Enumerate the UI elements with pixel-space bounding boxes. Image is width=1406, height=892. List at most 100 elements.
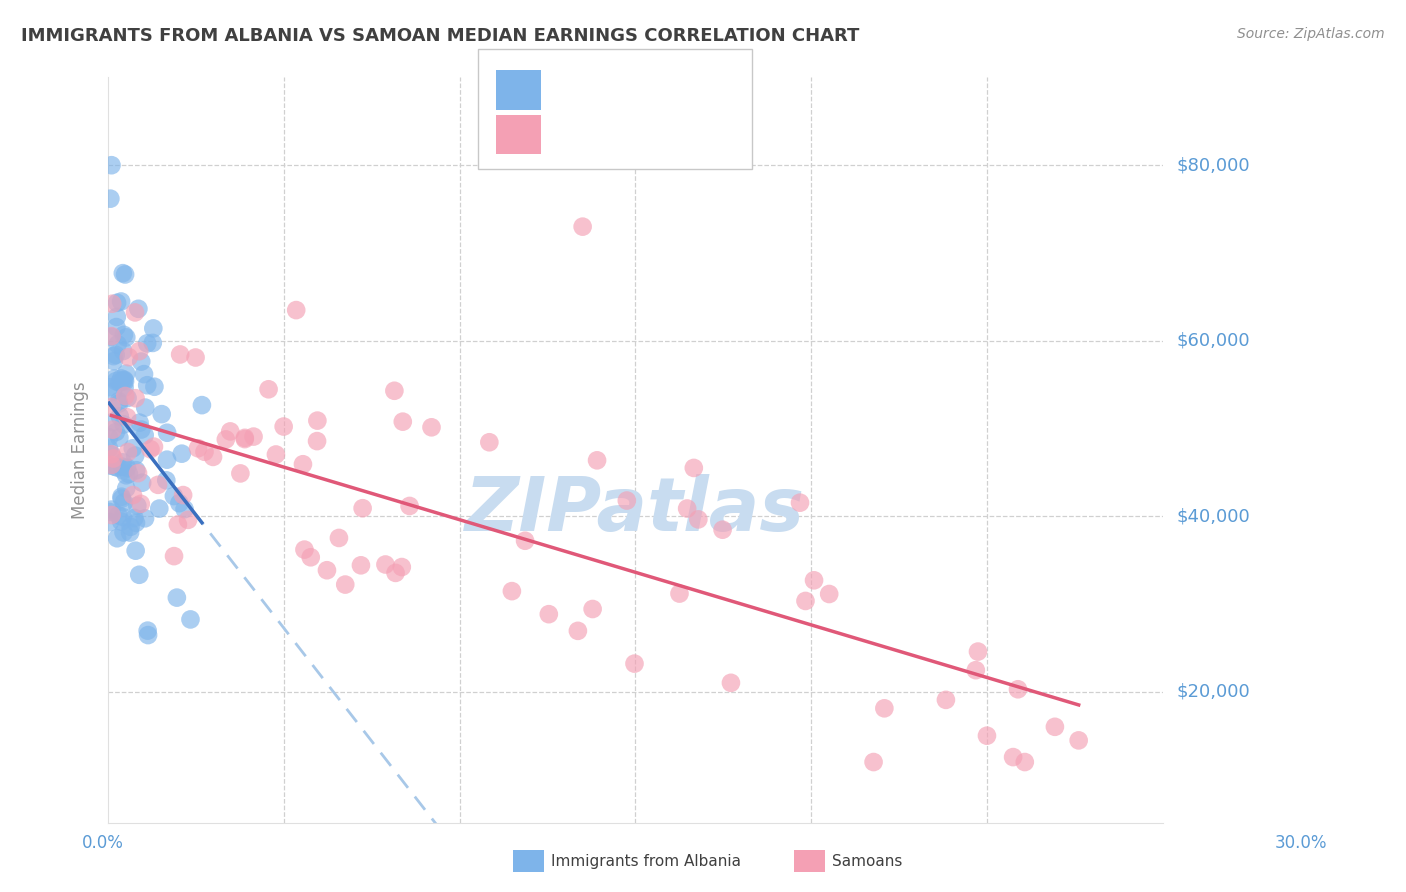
Text: N =: N = (644, 127, 692, 145)
Point (1007, 682, 1029, 697)
Point (676, 501, 699, 516)
Point (111, 459, 134, 474)
Point (166, 591, 188, 605)
Point (124, 511, 146, 525)
Point (112, 344, 135, 359)
Point (398, 499, 420, 513)
Point (179, 612, 201, 626)
Point (121, 442, 143, 456)
Text: Immigrants from Albania: Immigrants from Albania (551, 855, 741, 869)
Point (131, 475, 153, 490)
Point (103, 451, 125, 466)
Point (1014, 755, 1036, 769)
Point (117, 391, 139, 405)
Point (112, 373, 135, 387)
Point (115, 481, 138, 495)
Point (112, 327, 135, 342)
Point (143, 440, 166, 454)
Text: $40,000: $40,000 (1177, 508, 1250, 525)
Point (862, 755, 884, 769)
Point (215, 433, 238, 447)
Point (616, 493, 638, 508)
Point (803, 574, 825, 588)
Point (233, 432, 256, 446)
Text: $80,000: $80,000 (1177, 156, 1250, 174)
Text: IMMIGRANTS FROM ALBANIA VS SAMOAN MEDIAN EARNINGS CORRELATION CHART: IMMIGRANTS FROM ALBANIA VS SAMOAN MEDIAN… (21, 27, 859, 45)
Point (187, 442, 209, 456)
Point (105, 460, 128, 475)
Point (873, 701, 896, 715)
Point (111, 455, 134, 469)
Text: Samoans: Samoans (832, 855, 903, 869)
Point (100, 458, 122, 472)
Point (108, 396, 131, 410)
Point (115, 367, 138, 381)
Point (155, 474, 177, 488)
Point (1002, 750, 1025, 764)
Point (668, 586, 690, 600)
Point (177, 513, 200, 527)
Point (142, 321, 165, 335)
Point (111, 491, 134, 506)
Point (100, 192, 122, 206)
Point (967, 644, 990, 658)
Point (169, 347, 191, 361)
Point (173, 502, 195, 516)
Point (167, 517, 190, 532)
Point (136, 624, 159, 638)
Point (105, 310, 128, 324)
Text: -0.314: -0.314 (583, 82, 643, 100)
Text: 0.0%: 0.0% (82, 834, 124, 852)
Point (350, 558, 373, 573)
Point (100, 158, 122, 172)
Point (720, 675, 742, 690)
Point (112, 525, 135, 540)
Point (191, 398, 214, 412)
Point (112, 373, 135, 387)
Point (101, 297, 124, 311)
Point (134, 401, 156, 415)
Point (124, 449, 146, 463)
Point (202, 450, 225, 464)
Text: $20,000: $20,000 (1177, 682, 1250, 701)
Point (124, 391, 146, 405)
Point (98, 442, 121, 456)
Point (384, 566, 406, 580)
Point (242, 429, 264, 443)
Point (120, 520, 142, 534)
Point (150, 407, 173, 421)
Point (335, 577, 357, 591)
Text: R =: R = (551, 127, 588, 145)
Point (110, 371, 132, 385)
Point (107, 394, 129, 409)
Text: 88: 88 (692, 127, 714, 145)
Point (571, 219, 593, 234)
Point (98, 380, 121, 394)
Point (229, 467, 252, 481)
Point (148, 501, 170, 516)
Point (582, 602, 605, 616)
Point (100, 448, 122, 462)
Point (328, 531, 350, 545)
Point (184, 351, 207, 365)
Point (100, 329, 122, 343)
Point (586, 453, 609, 467)
Point (100, 447, 122, 461)
Point (688, 512, 710, 526)
Point (299, 550, 322, 565)
Point (111, 510, 134, 524)
Point (118, 467, 141, 481)
Point (233, 431, 256, 445)
Point (285, 303, 308, 318)
Point (156, 452, 179, 467)
Point (294, 542, 316, 557)
Point (114, 374, 136, 388)
Point (118, 350, 141, 364)
Point (125, 463, 148, 477)
Point (105, 320, 128, 334)
Point (257, 382, 280, 396)
Point (163, 549, 186, 563)
Point (128, 344, 150, 359)
Text: R =: R = (551, 82, 588, 100)
Point (129, 497, 152, 511)
